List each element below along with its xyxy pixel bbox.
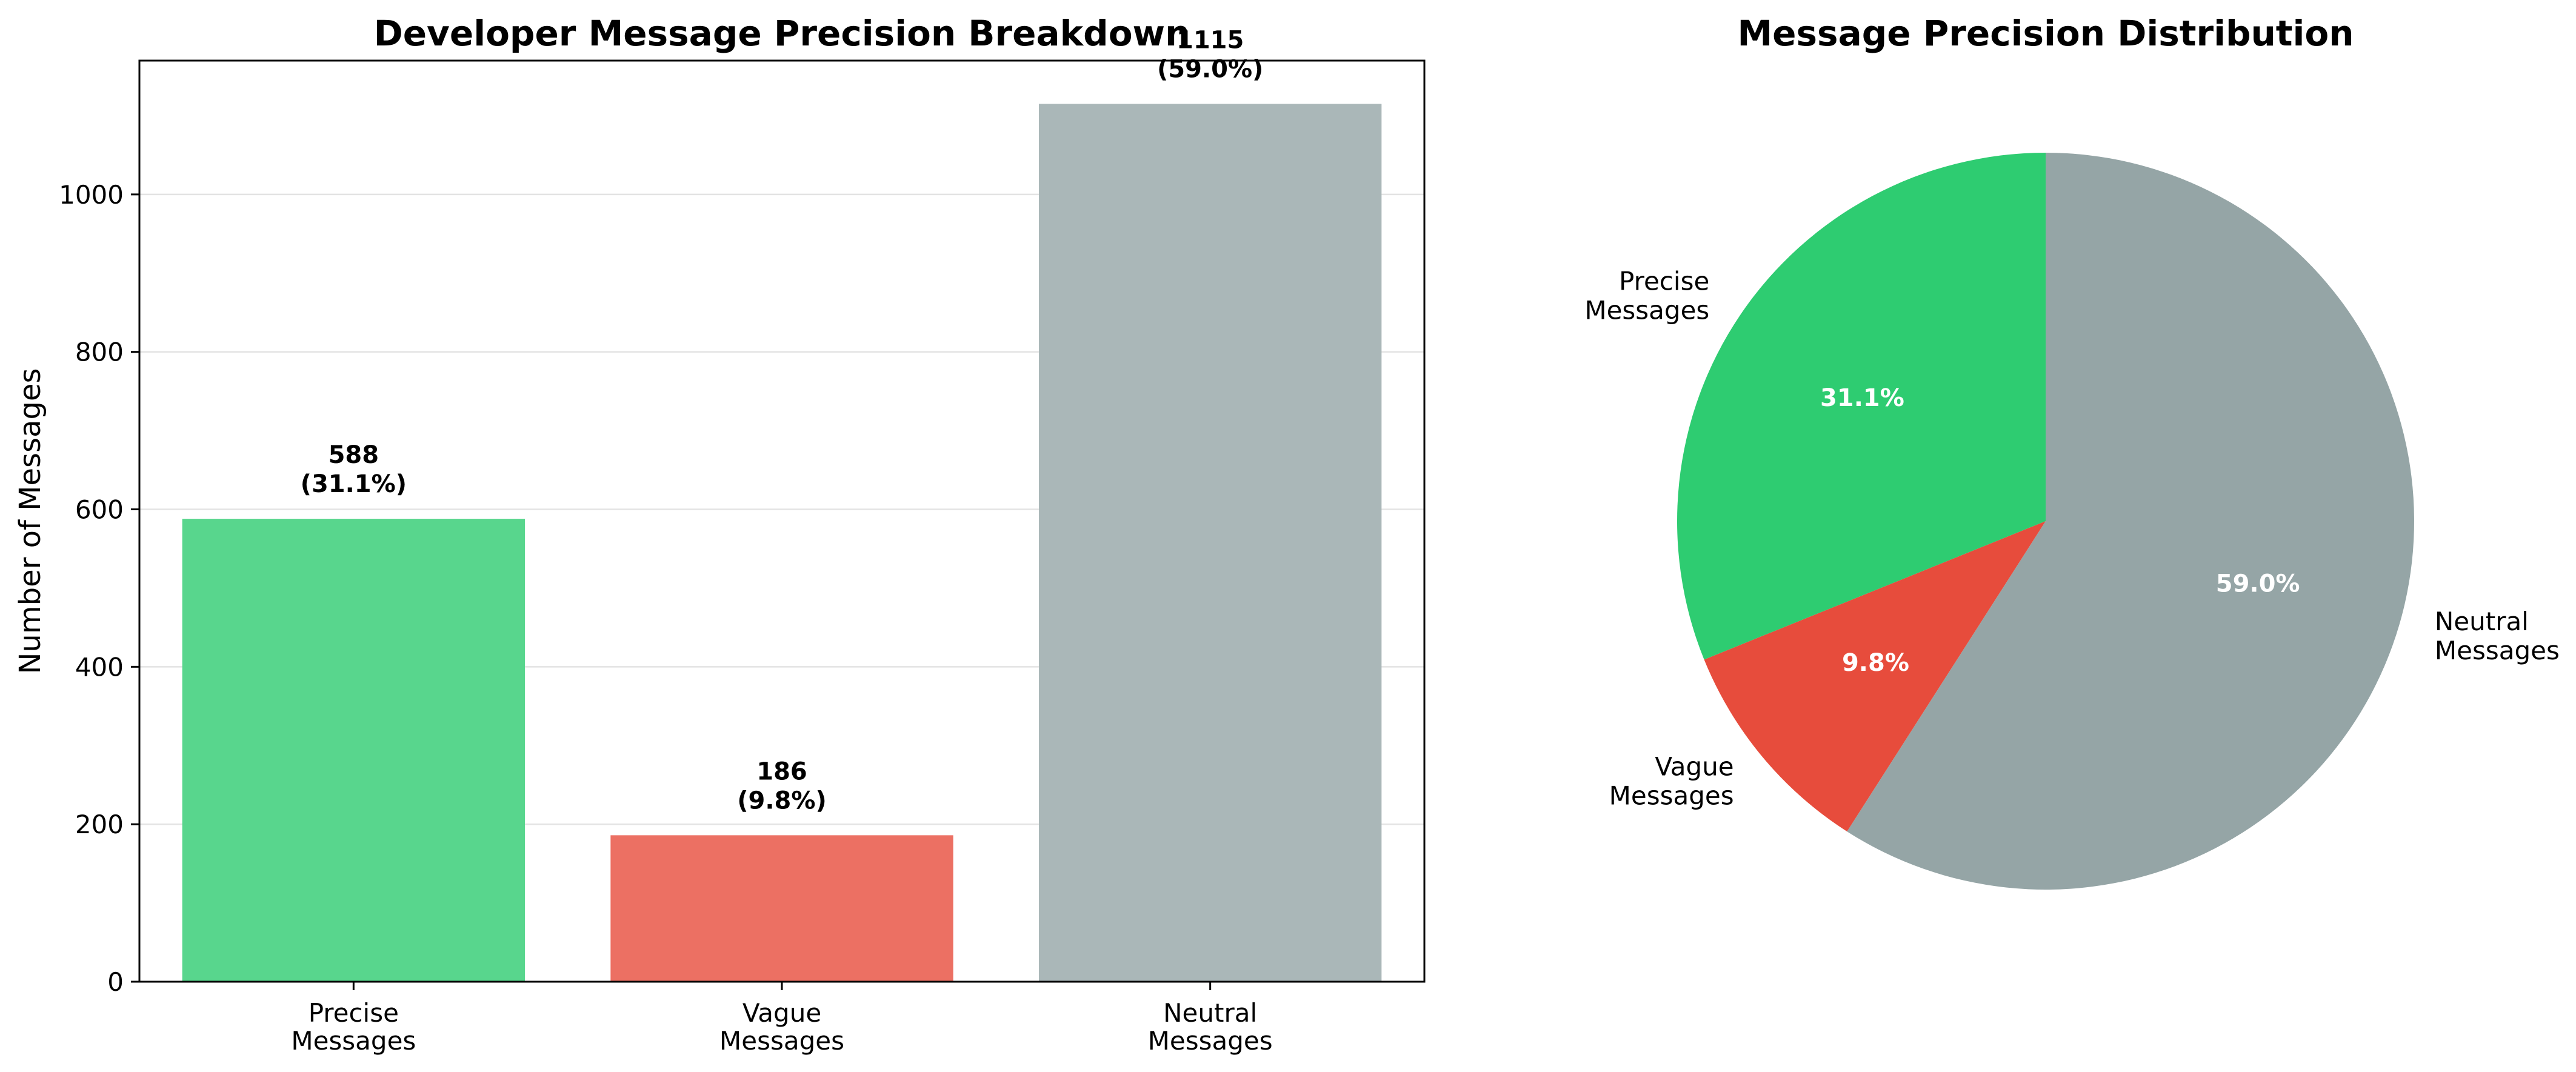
x-tick-label: Neutral Messages (1148, 998, 1273, 1056)
pie-slice-label: Vague Messages (1609, 751, 1734, 810)
y-tick-label: 1000 (59, 180, 124, 210)
pie-percent-label: 31.1% (1820, 384, 1904, 412)
bar-data-label: 186 (9.8%) (737, 757, 827, 814)
y-tick-label: 200 (75, 810, 124, 839)
pie-slice (1677, 153, 2046, 660)
bar-chart: 588 (31.1%)186 (9.8%)1115 (59.0%)0200400600… (13, 13, 1426, 1056)
pie-slice-label: Neutral Messages (2435, 607, 2560, 665)
x-tick-label: Precise Messages (291, 998, 416, 1056)
pie-slice-label: Precise Messages (1584, 266, 1709, 325)
bar-chart-title: Developer Message Precision Breakdown (374, 13, 1190, 54)
y-tick-label: 0 (107, 967, 124, 997)
x-tick-label: Vague Messages (719, 998, 844, 1056)
y-tick-label: 600 (75, 495, 124, 525)
pie-slice (1704, 521, 2046, 832)
bar-data-label: 588 (31.1%) (301, 441, 407, 498)
bar (1039, 104, 1382, 982)
y-tick-label: 800 (75, 338, 124, 367)
bar (182, 519, 526, 982)
y-axis-label: Number of Messages (13, 368, 47, 674)
pie-percent-label: 9.8% (1842, 649, 1909, 677)
pie-chart-title: Message Precision Distribution (1737, 13, 2354, 54)
bar (610, 835, 953, 982)
pie-slice (1847, 153, 2415, 890)
pie-chart: 31.1% Precise Messages 9.8% Vague Messages 59.… (1584, 13, 2560, 890)
pie-percent-label: 59.0% (2216, 570, 2300, 598)
y-tick-label: 400 (75, 652, 124, 682)
